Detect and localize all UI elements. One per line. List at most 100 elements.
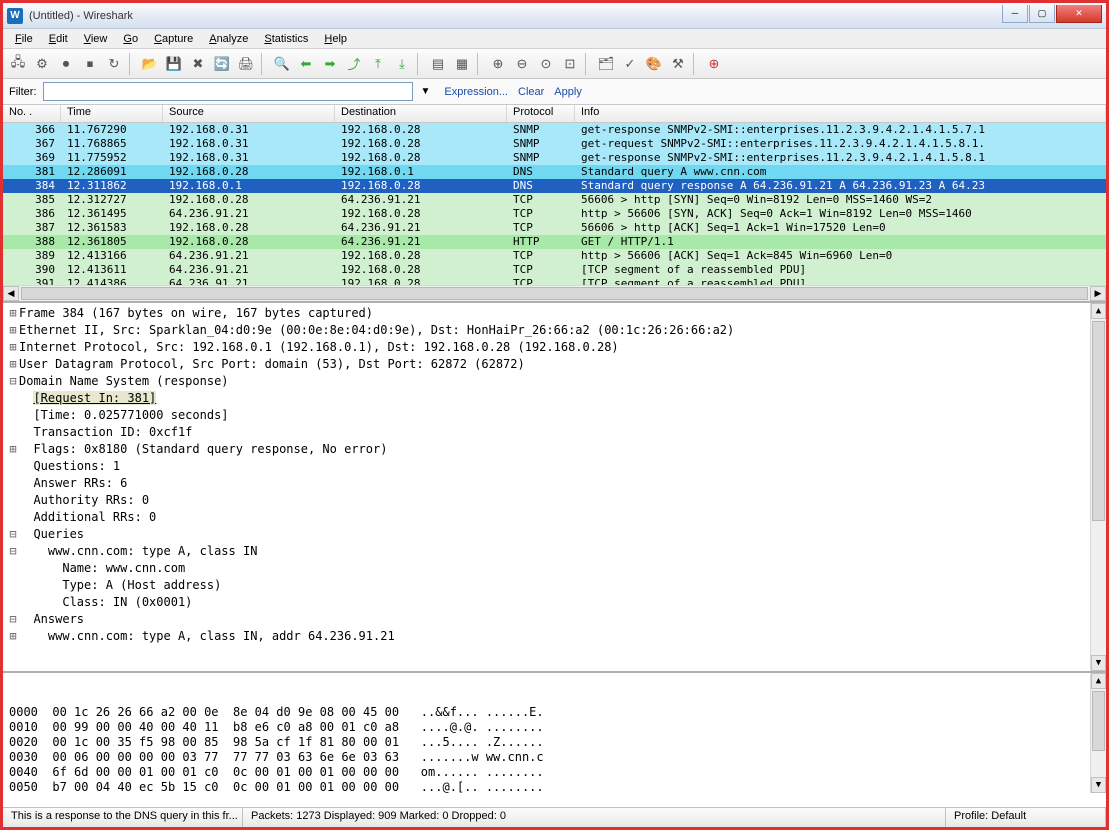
forward-icon[interactable]: ➡ <box>319 53 341 75</box>
scroll-down-icon[interactable]: ▼ <box>1091 655 1106 671</box>
scroll-thumb[interactable] <box>1092 321 1105 521</box>
tree-node[interactable]: Name: www.cnn.com <box>7 560 1102 577</box>
scroll-up-icon[interactable]: ▲ <box>1091 673 1106 689</box>
menu-edit[interactable]: Edit <box>41 31 76 47</box>
maximize-button[interactable]: ▢ <box>1029 5 1055 23</box>
menu-file[interactable]: File <box>7 31 41 47</box>
menu-capture[interactable]: Capture <box>146 31 201 47</box>
tree-node[interactable]: ⊟ www.cnn.com: type A, class IN <box>7 543 1102 560</box>
interfaces-icon[interactable]: 🖧 <box>7 53 29 75</box>
tree-node[interactable]: ⊞Frame 384 (167 bytes on wire, 167 bytes… <box>7 305 1102 322</box>
packet-details-pane[interactable]: ⊞Frame 384 (167 bytes on wire, 167 bytes… <box>3 303 1106 673</box>
vertical-scrollbar[interactable]: ▲ ▼ <box>1090 303 1106 671</box>
tree-node[interactable]: Authority RRs: 0 <box>7 492 1102 509</box>
zoom-reset-icon[interactable]: ⊙ <box>535 53 557 75</box>
tree-node[interactable]: ⊞Ethernet II, Src: Sparklan_04:d0:9e (00… <box>7 322 1102 339</box>
tree-node[interactable]: ⊞ Flags: 0x8180 (Standard query response… <box>7 441 1102 458</box>
tree-node[interactable]: Additional RRs: 0 <box>7 509 1102 526</box>
expression-link[interactable]: Expression... <box>444 86 508 98</box>
tree-node[interactable]: Answer RRs: 6 <box>7 475 1102 492</box>
tree-node[interactable]: ⊟Domain Name System (response) <box>7 373 1102 390</box>
hex-line[interactable]: 0010 00 99 00 00 40 00 40 11 b8 e6 c0 a8… <box>9 720 1100 735</box>
close-file-icon[interactable]: ✖ <box>187 53 209 75</box>
menu-view[interactable]: View <box>76 31 116 47</box>
table-row[interactable]: 36911.775952192.168.0.31192.168.0.28SNMP… <box>3 151 1106 165</box>
table-row[interactable]: 38112.286091192.168.0.28192.168.0.1DNSSt… <box>3 165 1106 179</box>
table-row[interactable]: 36711.768865192.168.0.31192.168.0.28SNMP… <box>3 137 1106 151</box>
restart-capture-icon[interactable]: ↻ <box>103 53 125 75</box>
tree-node[interactable]: [Time: 0.025771000 seconds] <box>7 407 1102 424</box>
back-icon[interactable]: ⬅ <box>295 53 317 75</box>
tree-node[interactable]: ⊞ www.cnn.com: type A, class IN, addr 64… <box>7 628 1102 645</box>
prefs-icon[interactable]: ⚒ <box>667 53 689 75</box>
tree-node[interactable]: ⊟ Answers <box>7 611 1102 628</box>
table-row[interactable]: 38912.41316664.236.91.21192.168.0.28TCPh… <box>3 249 1106 263</box>
vertical-scrollbar[interactable]: ▲ ▼ <box>1090 673 1106 793</box>
save-icon[interactable]: 💾 <box>163 53 185 75</box>
tree-node[interactable]: Questions: 1 <box>7 458 1102 475</box>
hex-line[interactable]: 0030 00 06 00 00 00 00 03 77 77 77 03 63… <box>9 750 1100 765</box>
hex-line[interactable]: 0000 00 1c 26 26 66 a2 00 0e 8e 04 d0 9e… <box>9 705 1100 720</box>
zoom-in-icon[interactable]: ⊕ <box>487 53 509 75</box>
options-icon[interactable]: ⚙ <box>31 53 53 75</box>
col-info[interactable]: Info <box>575 105 1106 122</box>
col-destination[interactable]: Destination <box>335 105 507 122</box>
auto-scroll-icon[interactable]: ▦ <box>451 53 473 75</box>
tree-node[interactable]: ⊞Internet Protocol, Src: 192.168.0.1 (19… <box>7 339 1102 356</box>
tree-node[interactable]: Type: A (Host address) <box>7 577 1102 594</box>
reload-icon[interactable]: 🔄 <box>211 53 233 75</box>
col-time[interactable]: Time <box>61 105 163 122</box>
resize-cols-icon[interactable]: ⊡ <box>559 53 581 75</box>
tree-node[interactable]: Class: IN (0x0001) <box>7 594 1102 611</box>
scroll-right-icon[interactable]: ▶ <box>1090 286 1106 301</box>
menu-statistics[interactable]: Statistics <box>256 31 316 47</box>
col-protocol[interactable]: Protocol <box>507 105 575 122</box>
hex-line[interactable]: 0020 00 1c 00 35 f5 98 00 85 98 5a cf 1f… <box>9 735 1100 750</box>
menu-help[interactable]: Help <box>316 31 355 47</box>
open-icon[interactable]: 📂 <box>139 53 161 75</box>
clear-link[interactable]: Clear <box>518 86 544 98</box>
packet-bytes-pane[interactable]: 0000 00 1c 26 26 66 a2 00 0e 8e 04 d0 9e… <box>3 673 1106 793</box>
help-icon[interactable]: ⊕ <box>703 53 725 75</box>
tree-node[interactable]: ⊟ Queries <box>7 526 1102 543</box>
horizontal-scrollbar[interactable]: ◀ ▶ <box>3 285 1106 301</box>
table-row[interactable]: 36611.767290192.168.0.31192.168.0.28SNMP… <box>3 123 1106 137</box>
find-icon[interactable]: 🔍 <box>271 53 293 75</box>
tree-node[interactable]: [Request In: 381] <box>7 390 1102 407</box>
table-row[interactable]: 39112.41438664.236.91.21192.168.0.28TCP[… <box>3 277 1106 285</box>
col-no[interactable]: No. . <box>3 105 61 122</box>
table-row[interactable]: 38712.361583192.168.0.2864.236.91.21TCP5… <box>3 221 1106 235</box>
minimize-button[interactable]: ─ <box>1002 5 1028 23</box>
table-row[interactable]: 39012.41361164.236.91.21192.168.0.28TCP[… <box>3 263 1106 277</box>
colorize-icon[interactable]: ▤ <box>427 53 449 75</box>
menu-go[interactable]: Go <box>115 31 146 47</box>
scroll-left-icon[interactable]: ◀ <box>3 286 19 301</box>
print-icon[interactable]: 🖨 <box>235 53 257 75</box>
table-row[interactable]: 38512.312727192.168.0.2864.236.91.21TCP5… <box>3 193 1106 207</box>
table-row[interactable]: 38612.36149564.236.91.21192.168.0.28TCPh… <box>3 207 1106 221</box>
coloring-rules-icon[interactable]: 🎨 <box>643 53 665 75</box>
apply-link[interactable]: Apply <box>554 86 582 98</box>
table-row[interactable]: 38812.361805192.168.0.2864.236.91.21HTTP… <box>3 235 1106 249</box>
filter-input[interactable] <box>43 82 413 101</box>
tree-node[interactable]: ⊞User Datagram Protocol, Src Port: domai… <box>7 356 1102 373</box>
scroll-thumb[interactable] <box>21 287 1088 300</box>
zoom-out-icon[interactable]: ⊖ <box>511 53 533 75</box>
packet-list-body[interactable]: 36611.767290192.168.0.31192.168.0.28SNMP… <box>3 123 1106 285</box>
display-filters-icon[interactable]: ✓ <box>619 53 641 75</box>
scroll-thumb[interactable] <box>1092 691 1105 751</box>
first-icon[interactable]: ⤒ <box>367 53 389 75</box>
col-source[interactable]: Source <box>163 105 335 122</box>
menu-analyze[interactable]: Analyze <box>201 31 256 47</box>
hex-line[interactable]: 0050 b7 00 04 40 ec 5b 15 c0 0c 00 01 00… <box>9 780 1100 793</box>
scroll-up-icon[interactable]: ▲ <box>1091 303 1106 319</box>
start-capture-icon[interactable]: ⏺ <box>55 53 77 75</box>
close-button[interactable]: ✕ <box>1056 5 1102 23</box>
scroll-down-icon[interactable]: ▼ <box>1091 777 1106 793</box>
last-icon[interactable]: ⤓ <box>391 53 413 75</box>
capture-filters-icon[interactable]: 🗂 <box>595 53 617 75</box>
goto-icon[interactable]: ⤴ <box>343 53 365 75</box>
table-row[interactable]: 38412.311862192.168.0.1192.168.0.28DNSSt… <box>3 179 1106 193</box>
hex-line[interactable]: 0040 6f 6d 00 00 01 00 01 c0 0c 00 01 00… <box>9 765 1100 780</box>
stop-capture-icon[interactable]: ⏹ <box>79 53 101 75</box>
